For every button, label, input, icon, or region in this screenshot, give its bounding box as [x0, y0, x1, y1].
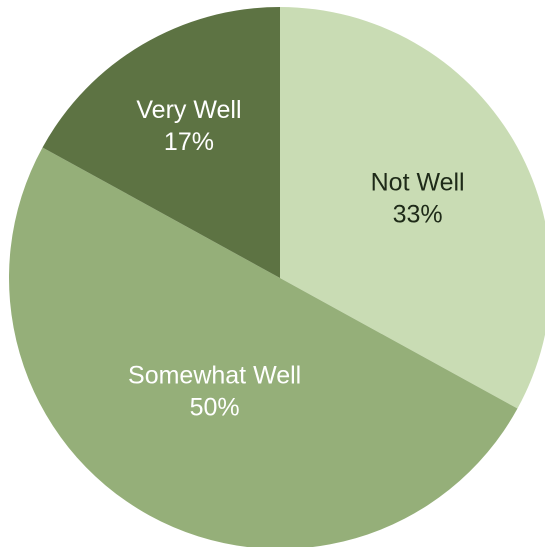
pie-slices [8, 7, 545, 549]
pie-labels: Not Well 33% Somewhat Well 50% Very Well 17% [128, 96, 465, 422]
pie-slice-not-well [280, 7, 545, 409]
slice-label-not-well: Not Well [371, 169, 465, 197]
pie-slice-very-well [42, 7, 280, 278]
slice-value-not-well: 33% [393, 201, 443, 229]
slice-label-very-well: Very Well [136, 96, 241, 124]
slice-label-somewhat-well: Somewhat Well [128, 362, 301, 390]
pie-slice-somewhat-well [8, 147, 518, 549]
slice-value-very-well: 17% [164, 128, 214, 156]
slice-value-somewhat-well: 50% [190, 394, 240, 422]
